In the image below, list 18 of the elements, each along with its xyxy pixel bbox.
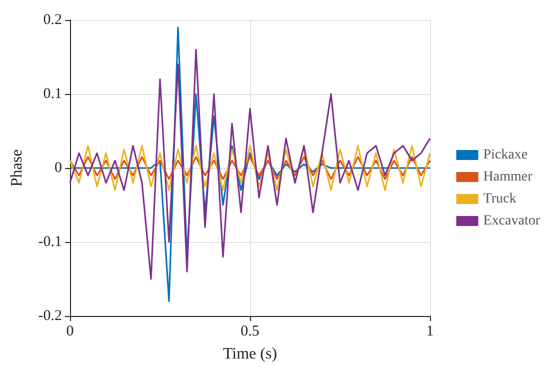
legend-label: Hammer xyxy=(483,170,533,184)
line-series xyxy=(69,156,431,180)
y-axis-title: Phase xyxy=(8,149,26,187)
legend-label: Excavator xyxy=(483,214,540,228)
y-tick-label: 0 xyxy=(54,160,62,176)
y-tick-label: -0.1 xyxy=(38,234,62,250)
legend-label: Pickaxe xyxy=(483,148,528,162)
x-tick-label: 0.5 xyxy=(240,324,260,340)
x-tick-label: 1 xyxy=(426,324,434,340)
legend-label: Truck xyxy=(483,192,516,206)
line-series xyxy=(69,145,431,191)
x-axis-title: Time (s) xyxy=(222,346,278,362)
y-tick-label: -0.2 xyxy=(38,308,62,324)
y-tick-label: 0.2 xyxy=(43,12,62,28)
line-series xyxy=(69,26,431,302)
y-tick-label: 0.1 xyxy=(43,86,62,102)
x-tick-label: 0 xyxy=(66,324,74,340)
line-series xyxy=(69,48,431,280)
